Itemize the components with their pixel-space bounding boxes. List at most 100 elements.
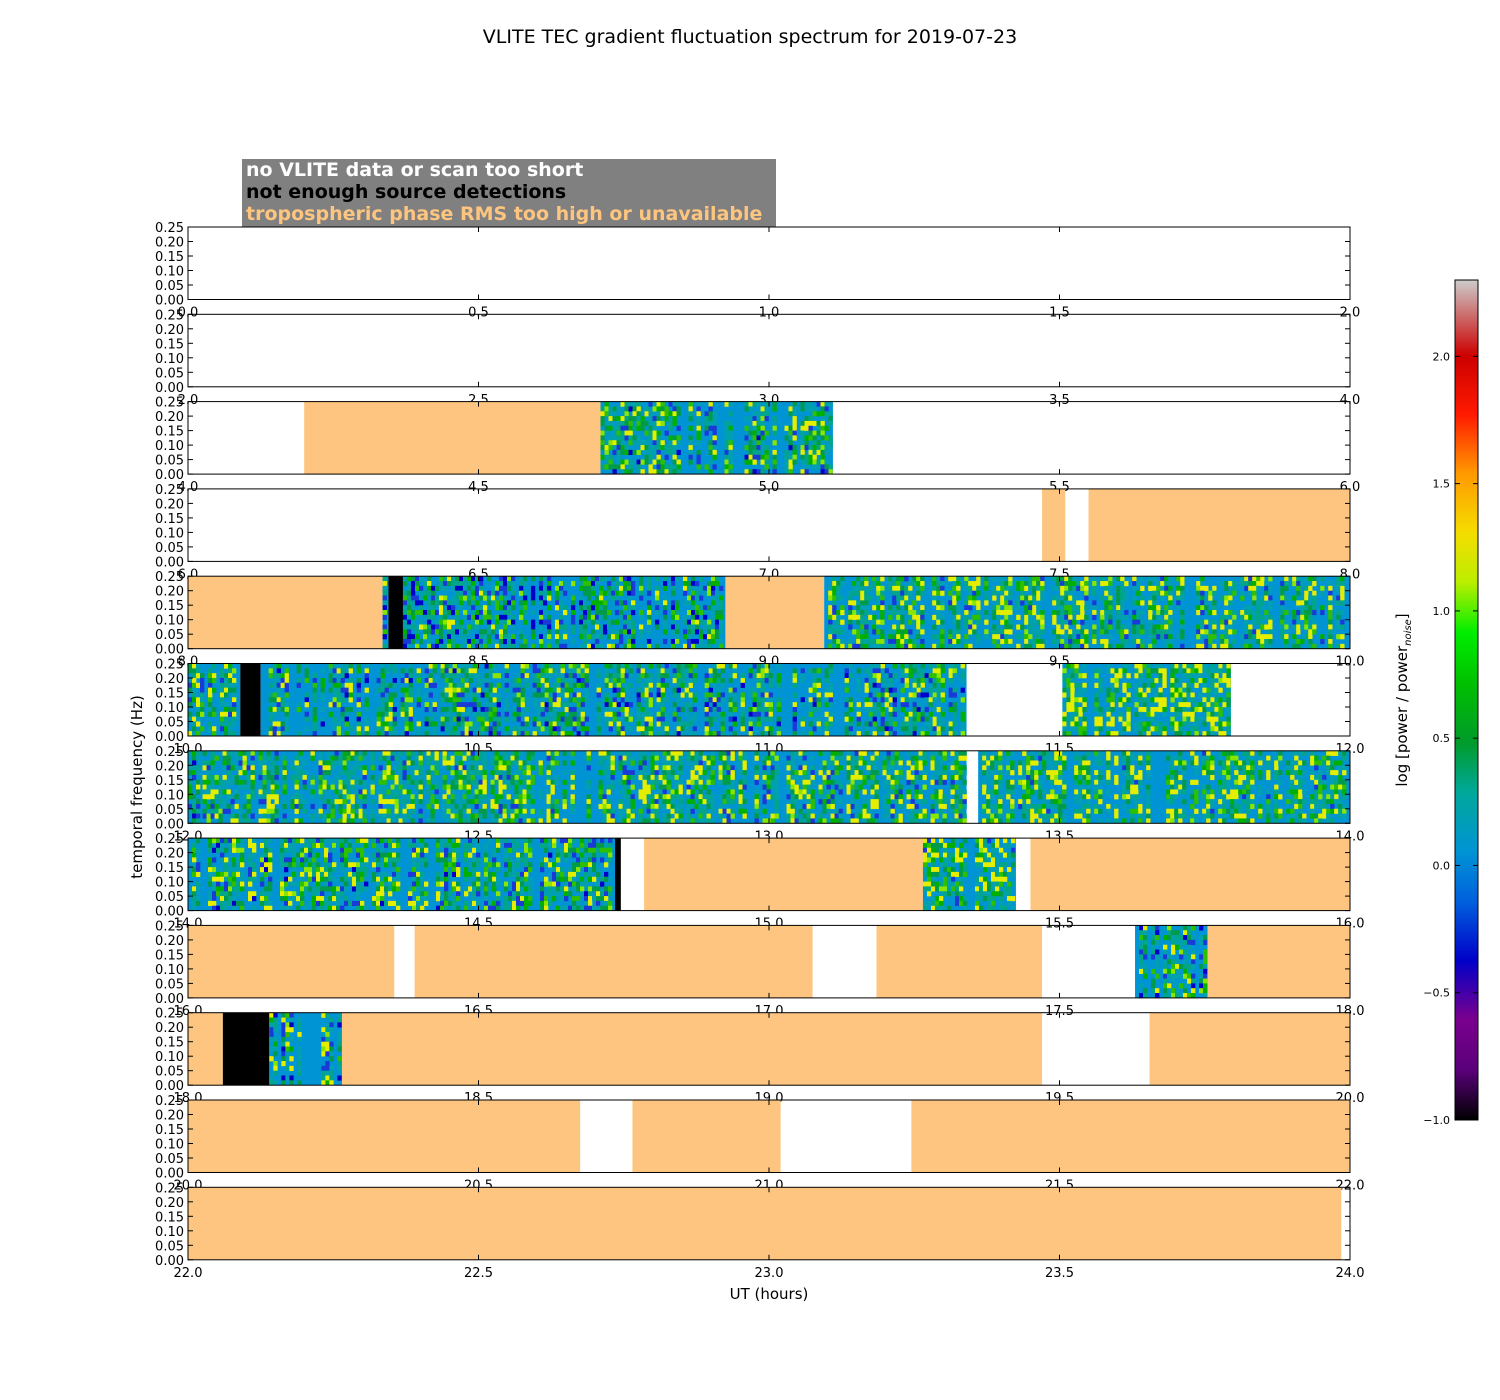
spectrum-cell — [892, 697, 897, 703]
spectrum-cell — [442, 605, 448, 611]
spectrum-cell — [218, 799, 223, 805]
spectrum-cell — [768, 682, 773, 688]
spectrum-cell — [342, 818, 347, 824]
spectrum-cell — [1178, 687, 1183, 693]
spectrum-cell — [698, 634, 704, 640]
spectrum-cell — [712, 668, 717, 674]
spectrum-cell — [476, 711, 481, 717]
spectrum-cell — [604, 401, 609, 407]
spectrum-cell — [888, 585, 893, 591]
spectrum-cell — [554, 585, 560, 591]
spectrum-cell — [718, 643, 724, 649]
spectrum-cell — [1292, 638, 1297, 645]
spectrum-cell — [948, 687, 953, 693]
spectrum-cell — [948, 726, 953, 732]
spectrum-cell — [680, 682, 685, 688]
spectrum-cell — [1098, 706, 1103, 713]
spectrum-cell — [702, 614, 708, 620]
spectrum-cell — [472, 702, 477, 708]
spectrum-cell — [544, 668, 549, 674]
spectrum-cell — [1174, 677, 1179, 684]
spectrum-cell — [656, 406, 661, 412]
spectrum-cell — [992, 605, 997, 611]
spectrum-cell — [792, 711, 797, 717]
spectrum-cell — [1036, 590, 1041, 596]
spectrum-cell — [602, 629, 608, 635]
spectrum-cell — [608, 416, 613, 422]
spectrum-cell — [808, 420, 813, 427]
spectrum-cell — [530, 610, 536, 616]
spectrum-cell — [380, 663, 385, 669]
spectrum-cell — [282, 779, 287, 785]
spectrum-cell — [558, 643, 564, 649]
spectrum-cell — [392, 731, 397, 737]
spectrum-cell — [438, 600, 444, 606]
spectrum-cell — [564, 692, 569, 698]
spectrum-cell — [444, 687, 449, 693]
spectrum-cell — [554, 590, 560, 596]
legend-entry-nodet: not enough source detections — [246, 181, 566, 203]
spectrum-cell — [1194, 663, 1199, 669]
spectrum-cell — [222, 765, 227, 771]
spectrum-cell — [530, 585, 536, 591]
spectrum-cell — [558, 581, 564, 587]
spectrum-cell — [856, 634, 861, 640]
spectrum-cell — [404, 673, 409, 679]
spectrum-cell — [476, 726, 481, 732]
spectrum-cell — [1108, 643, 1113, 649]
spectrum-cell — [824, 406, 829, 412]
spectrum-cell — [612, 411, 617, 417]
spectrum-cell — [1056, 600, 1061, 606]
spectrum-cell — [828, 716, 833, 722]
spectrum-cell — [422, 581, 428, 587]
spectrum-cell — [1148, 610, 1153, 616]
spectrum-cell — [1280, 634, 1285, 640]
spectrum-cell — [708, 716, 713, 722]
spectrum-cell — [536, 706, 541, 713]
spectrum-cell — [776, 673, 781, 679]
spectrum-cell — [620, 697, 625, 703]
spectrum-cell — [872, 624, 877, 630]
spectrum-cell — [414, 614, 420, 620]
spectrum-cell — [1016, 614, 1021, 620]
spectrum-cell — [1194, 677, 1199, 684]
spectrum-cell — [1296, 576, 1301, 582]
spectrum-cell — [450, 585, 456, 591]
spectrum-cell — [1196, 634, 1201, 640]
spectrum-cell — [1104, 610, 1109, 616]
spectrum-cell — [960, 668, 965, 674]
spectrum-cell — [1036, 610, 1041, 616]
spectrum-cell — [1056, 638, 1061, 645]
spectrum-cell — [282, 799, 287, 805]
spectrum-cell — [1200, 585, 1205, 591]
spectrum-cell — [504, 716, 509, 722]
spectrum-cell — [1016, 643, 1021, 649]
spectrum-cell — [630, 629, 636, 635]
spectrum-cell — [1080, 638, 1085, 645]
spectrum-cell — [784, 459, 789, 465]
spectrum-cell — [618, 590, 624, 596]
spectrum-cell — [976, 614, 981, 620]
spectrum-cell — [504, 673, 509, 679]
spectrum-cell — [656, 401, 661, 407]
spectrum-cell — [188, 663, 193, 669]
spectrum-cell — [1228, 590, 1233, 596]
spectrum-cell — [602, 614, 608, 620]
spectrum-cell — [470, 585, 476, 591]
spectrum-cell — [620, 687, 625, 693]
spectrum-cell — [546, 634, 552, 640]
spectrum-cell — [1068, 614, 1073, 620]
spectrum-cell — [928, 726, 933, 732]
spectrum-cell — [936, 590, 941, 596]
spectrum-cell — [572, 673, 577, 679]
spectrum-cell — [432, 668, 437, 674]
spectrum-cell — [672, 445, 677, 451]
spectrum-cell — [1226, 663, 1231, 669]
spectrum-cell — [1116, 610, 1121, 616]
spectrum-cell — [692, 673, 697, 679]
spectrum-cell — [1222, 731, 1227, 737]
spectrum-cell — [696, 435, 701, 441]
spectrum-cell — [1300, 624, 1305, 630]
spectrum-cell — [708, 449, 713, 456]
spectrum-cell — [1070, 682, 1075, 688]
